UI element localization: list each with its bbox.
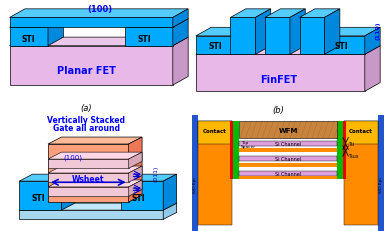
Polygon shape — [10, 10, 188, 18]
Polygon shape — [173, 20, 188, 46]
Polygon shape — [10, 38, 188, 46]
Polygon shape — [230, 10, 271, 18]
Polygon shape — [48, 152, 142, 159]
Bar — [232, 121, 239, 179]
Text: STI: STI — [137, 35, 151, 44]
Text: STI: STI — [31, 193, 45, 202]
Polygon shape — [129, 152, 142, 169]
Text: (110): (110) — [376, 21, 381, 40]
Polygon shape — [324, 10, 340, 55]
Bar — [230, 121, 233, 179]
Bar — [239, 171, 337, 177]
Bar — [337, 121, 344, 179]
Text: STI: STI — [335, 42, 349, 51]
Polygon shape — [19, 203, 177, 210]
Bar — [239, 121, 337, 139]
Bar — [198, 121, 232, 144]
Bar — [239, 164, 337, 167]
Text: Si Channel: Si Channel — [275, 171, 301, 176]
Text: Spacer: Spacer — [241, 144, 256, 148]
Text: STI: STI — [208, 42, 222, 51]
Text: Top: Top — [241, 141, 248, 145]
Polygon shape — [129, 180, 142, 196]
Bar — [10, 18, 173, 28]
Bar — [196, 55, 365, 92]
Bar — [48, 187, 129, 196]
Bar — [48, 173, 129, 182]
Text: Contact: Contact — [349, 128, 373, 133]
Polygon shape — [265, 10, 305, 18]
Text: STI: STI — [22, 35, 36, 44]
Bar — [198, 121, 232, 225]
Polygon shape — [48, 137, 142, 144]
Polygon shape — [173, 38, 188, 86]
Polygon shape — [48, 180, 142, 187]
Polygon shape — [290, 10, 305, 55]
Text: (011): (011) — [153, 165, 158, 181]
Polygon shape — [163, 203, 177, 219]
Text: Wsheet: Wsheet — [72, 174, 104, 183]
Polygon shape — [196, 28, 253, 37]
Polygon shape — [61, 174, 75, 210]
Polygon shape — [323, 28, 380, 37]
Bar — [343, 121, 346, 179]
Bar — [323, 37, 365, 55]
Bar — [10, 28, 48, 46]
Bar — [239, 156, 337, 162]
Polygon shape — [19, 174, 75, 181]
Polygon shape — [48, 20, 63, 46]
Polygon shape — [365, 28, 380, 55]
Polygon shape — [238, 28, 253, 55]
Bar — [265, 18, 290, 55]
Text: Planar FET: Planar FET — [57, 66, 116, 76]
Polygon shape — [173, 10, 188, 28]
Bar — [10, 46, 173, 86]
Bar — [19, 210, 163, 219]
Text: Vertically Stacked: Vertically Stacked — [47, 116, 126, 125]
Text: (100): (100) — [63, 154, 83, 160]
Bar — [239, 177, 337, 179]
Bar — [48, 159, 129, 169]
Bar — [344, 121, 378, 225]
Polygon shape — [129, 137, 142, 202]
Bar — [48, 144, 129, 202]
Bar — [230, 18, 255, 55]
Bar — [344, 121, 378, 144]
Bar — [239, 148, 337, 152]
Text: Tsus: Tsus — [349, 153, 359, 158]
Text: WFM: WFM — [278, 128, 298, 134]
Text: Si Channel: Si Channel — [275, 156, 301, 161]
Bar — [125, 28, 173, 46]
Text: (a): (a) — [81, 103, 92, 112]
Bar — [300, 18, 324, 55]
Polygon shape — [196, 46, 380, 55]
Bar — [121, 181, 163, 210]
Text: Gate all around: Gate all around — [53, 124, 120, 133]
Polygon shape — [10, 20, 63, 28]
Polygon shape — [129, 166, 142, 182]
Text: (100): (100) — [87, 5, 113, 14]
Bar — [196, 37, 238, 55]
Polygon shape — [48, 166, 142, 173]
Bar — [239, 141, 337, 147]
Text: (b): (b) — [273, 106, 284, 115]
Text: Si Channel: Si Channel — [275, 141, 301, 146]
Text: S/D Epi: S/D Epi — [379, 177, 383, 193]
Polygon shape — [300, 10, 340, 18]
Text: S/D Epi: S/D Epi — [193, 177, 197, 193]
Polygon shape — [255, 10, 271, 55]
Text: FinFET: FinFET — [260, 75, 297, 85]
Polygon shape — [365, 46, 380, 92]
Text: STI: STI — [131, 193, 145, 202]
Bar — [192, 116, 198, 231]
Polygon shape — [121, 174, 177, 181]
Text: Tsi: Tsi — [349, 141, 354, 146]
Polygon shape — [125, 20, 188, 28]
Text: Contact: Contact — [203, 128, 227, 133]
Polygon shape — [163, 174, 177, 210]
Bar — [19, 181, 61, 210]
Bar — [378, 116, 384, 231]
